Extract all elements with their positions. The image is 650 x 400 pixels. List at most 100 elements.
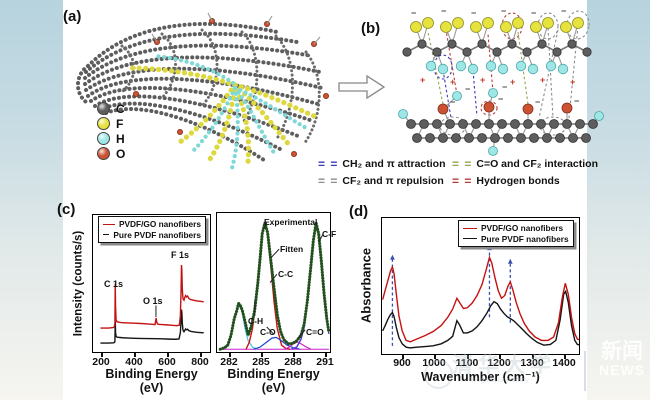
transition-arrow-icon [338,74,386,100]
university-watermark: 清华大学 [452,354,556,377]
panel-d-label: (d) [349,203,369,220]
xps-survey-xaxis-title: Binding Energy (eV) [105,367,198,395]
sheet-minus-signs: − − − − −− [450,82,579,107]
panel-a-label: (a) [63,8,82,25]
atom-symbol: O [116,146,126,161]
news-watermark: 新闻 NEWS [599,340,645,379]
university-watermark-sub: Tsinghua University [468,377,529,384]
legend-row-pvdf-go: PVDF/GO nanofibers [103,219,201,229]
ftir-curves [382,245,579,354]
x-tick: 1200 [487,357,511,369]
black-line-icon [463,238,477,240]
svg-text:+: + [540,75,545,85]
fluorine-atom-icon [97,117,110,130]
svg-text:−: − [501,8,506,16]
svg-text:−: − [465,84,470,94]
nanofiber-molecular-model [76,12,329,171]
svg-text:+: + [480,75,485,85]
shift-arrows [390,245,513,346]
sheet-carbons [406,119,598,143]
label-experimental: Experimental [264,217,318,227]
atom-legend: C F H O [97,101,125,161]
panel-b-label: (b) [361,20,381,37]
legend-row-pure-pvdf: Pure PVDF nanofibers [103,230,201,240]
x-tick: 285 [252,356,270,368]
atom-legend-row-o: O [97,146,125,161]
legend-ch2-pi-attraction: = = CH₂ and π attraction [318,157,446,171]
pvdf-chain: − − − − − − + + + + + + [402,8,592,87]
legend-hydrogen-bonds: = = Hydrogen bonds [452,174,560,188]
ftir-legend: PVDF/GO nanofibers Pure PVDF nanofibers [458,220,574,247]
chain-fluorines [410,17,584,33]
fiber-gray-chains [76,21,324,162]
go-sheet: − − − − −− [398,82,604,156]
fiber-hydrogen-chains [151,53,309,171]
svg-text:−: − [561,8,566,16]
label-fitten: Fitten [280,244,304,254]
x-tick: 1400 [552,357,576,369]
x-tick: 288 [284,356,302,368]
svg-text:+: + [450,77,455,87]
svg-text:−: − [471,8,476,18]
x-tick: 1300 [520,357,544,369]
carbon-atom-icon [97,102,110,115]
atom-symbol: H [116,131,125,146]
minus-signs: − − − − − − [411,8,566,18]
x-tick: 800 [191,356,209,368]
panel-c-label: (c) [57,201,76,218]
xps-legend: PVDF/GO nanofibers Pure PVDF nanofibers [98,216,206,243]
oxygen-atom-icon [97,147,110,160]
svg-text:+: + [570,77,575,87]
atom-legend-row-f: F [97,116,125,131]
svg-text:−: − [531,8,536,18]
label-ch: C-H [248,316,264,326]
peak-label-o1s: O 1s [143,296,163,306]
svg-text:+: + [510,77,515,87]
x-tick: 282 [220,356,238,368]
x-tick: 900 [393,357,411,369]
pvdf-go-interaction-scheme: − − − − − − + + + + + + [398,8,604,156]
atom-legend-row-h: H [97,131,125,146]
label-ceo: C=O [306,327,324,337]
sheet-oxygens [437,101,573,115]
x-tick: 1100 [455,357,479,369]
legend-cf2-pi-repulsion: = = CF₂ and π repulsion [318,174,444,188]
x-tick: 200 [92,356,110,368]
xps-survey-yaxis-title: Intensity (counts/s) [72,230,85,337]
atom-symbol: F [116,116,124,131]
chain-hydrogens [425,60,569,75]
red-line-icon [103,223,115,225]
ftir-yaxis-title: Absorbance [358,247,374,324]
svg-text:+: + [420,75,425,85]
xps-c1s-xaxis-title: Binding Energy (eV) [227,367,320,395]
label-cf: C-F [322,229,337,239]
plus-signs: + + + + + + [420,75,575,87]
red-dash-icon: = = [452,174,473,188]
svg-text:−: − [502,82,507,92]
xps-c1s-curves [217,213,330,352]
svg-text:−: − [411,8,416,18]
peak-label-f1s: F 1s [171,250,190,260]
svg-text:−: − [535,97,540,107]
green-dash-icon: = = [452,157,473,171]
svg-text:−: − [574,96,579,106]
label-co: C-O [260,327,276,337]
x-tick: 400 [125,356,143,368]
university-seal-watermark [424,360,453,389]
label-cc: C-C [278,269,294,279]
x-tick: 291 [316,356,334,368]
watermark-divider [584,351,586,391]
atom-symbol: C [116,101,125,116]
xps-survey-curves [93,215,210,352]
chain-carbons [402,39,592,57]
sheet-hydrogens [398,88,604,156]
hydrogen-atom-icon [97,132,110,145]
x-tick: 600 [158,356,176,368]
svg-text:−: − [441,8,446,16]
atom-legend-row-c: C [97,101,125,116]
svg-text:−: − [498,94,503,104]
peak-label-c1s: C 1s [104,279,124,289]
legend-co-cf2-interaction: = = C=O and CF₂ interaction [452,157,598,171]
gray-dash-icon: = = [318,174,339,188]
